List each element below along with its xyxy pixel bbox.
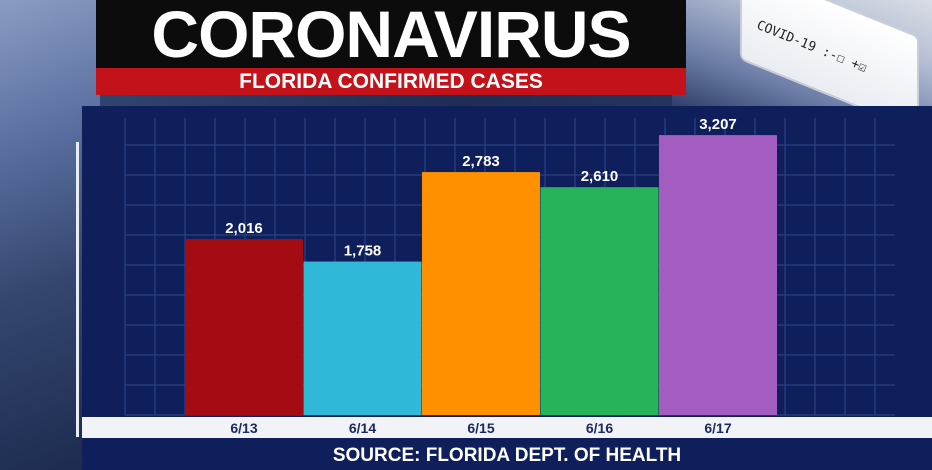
x-tick-label: 6/15	[467, 420, 494, 436]
bar-6-14	[303, 261, 422, 415]
bar-6-17	[659, 135, 777, 415]
x-axis-strip	[82, 417, 932, 438]
data-label: 2,610	[581, 168, 619, 185]
data-label: 3,207	[699, 116, 737, 133]
data-label: 2,783	[462, 153, 500, 170]
bar-6-16	[540, 187, 659, 415]
title-banner	[96, 0, 686, 68]
data-label: 1,758	[344, 243, 382, 260]
x-tick-label: 6/16	[586, 420, 613, 436]
x-tick-label: 6/14	[349, 420, 376, 436]
bar-6-15	[422, 172, 540, 415]
page-title: CORONAVIRUS	[151, 0, 631, 71]
bar-6-13	[185, 239, 303, 415]
source-text: SOURCE: FLORIDA DEPT. OF HEALTH	[332, 445, 682, 466]
chart-subtitle: FLORIDA CONFIRMED CASES	[239, 70, 543, 93]
x-tick-label: 6/17	[704, 420, 731, 436]
x-tick-label: 6/13	[230, 420, 257, 436]
data-label: 2,016	[225, 220, 263, 237]
left-edge-line	[76, 142, 79, 437]
subtitle-banner	[96, 68, 686, 95]
source-banner	[82, 440, 932, 470]
